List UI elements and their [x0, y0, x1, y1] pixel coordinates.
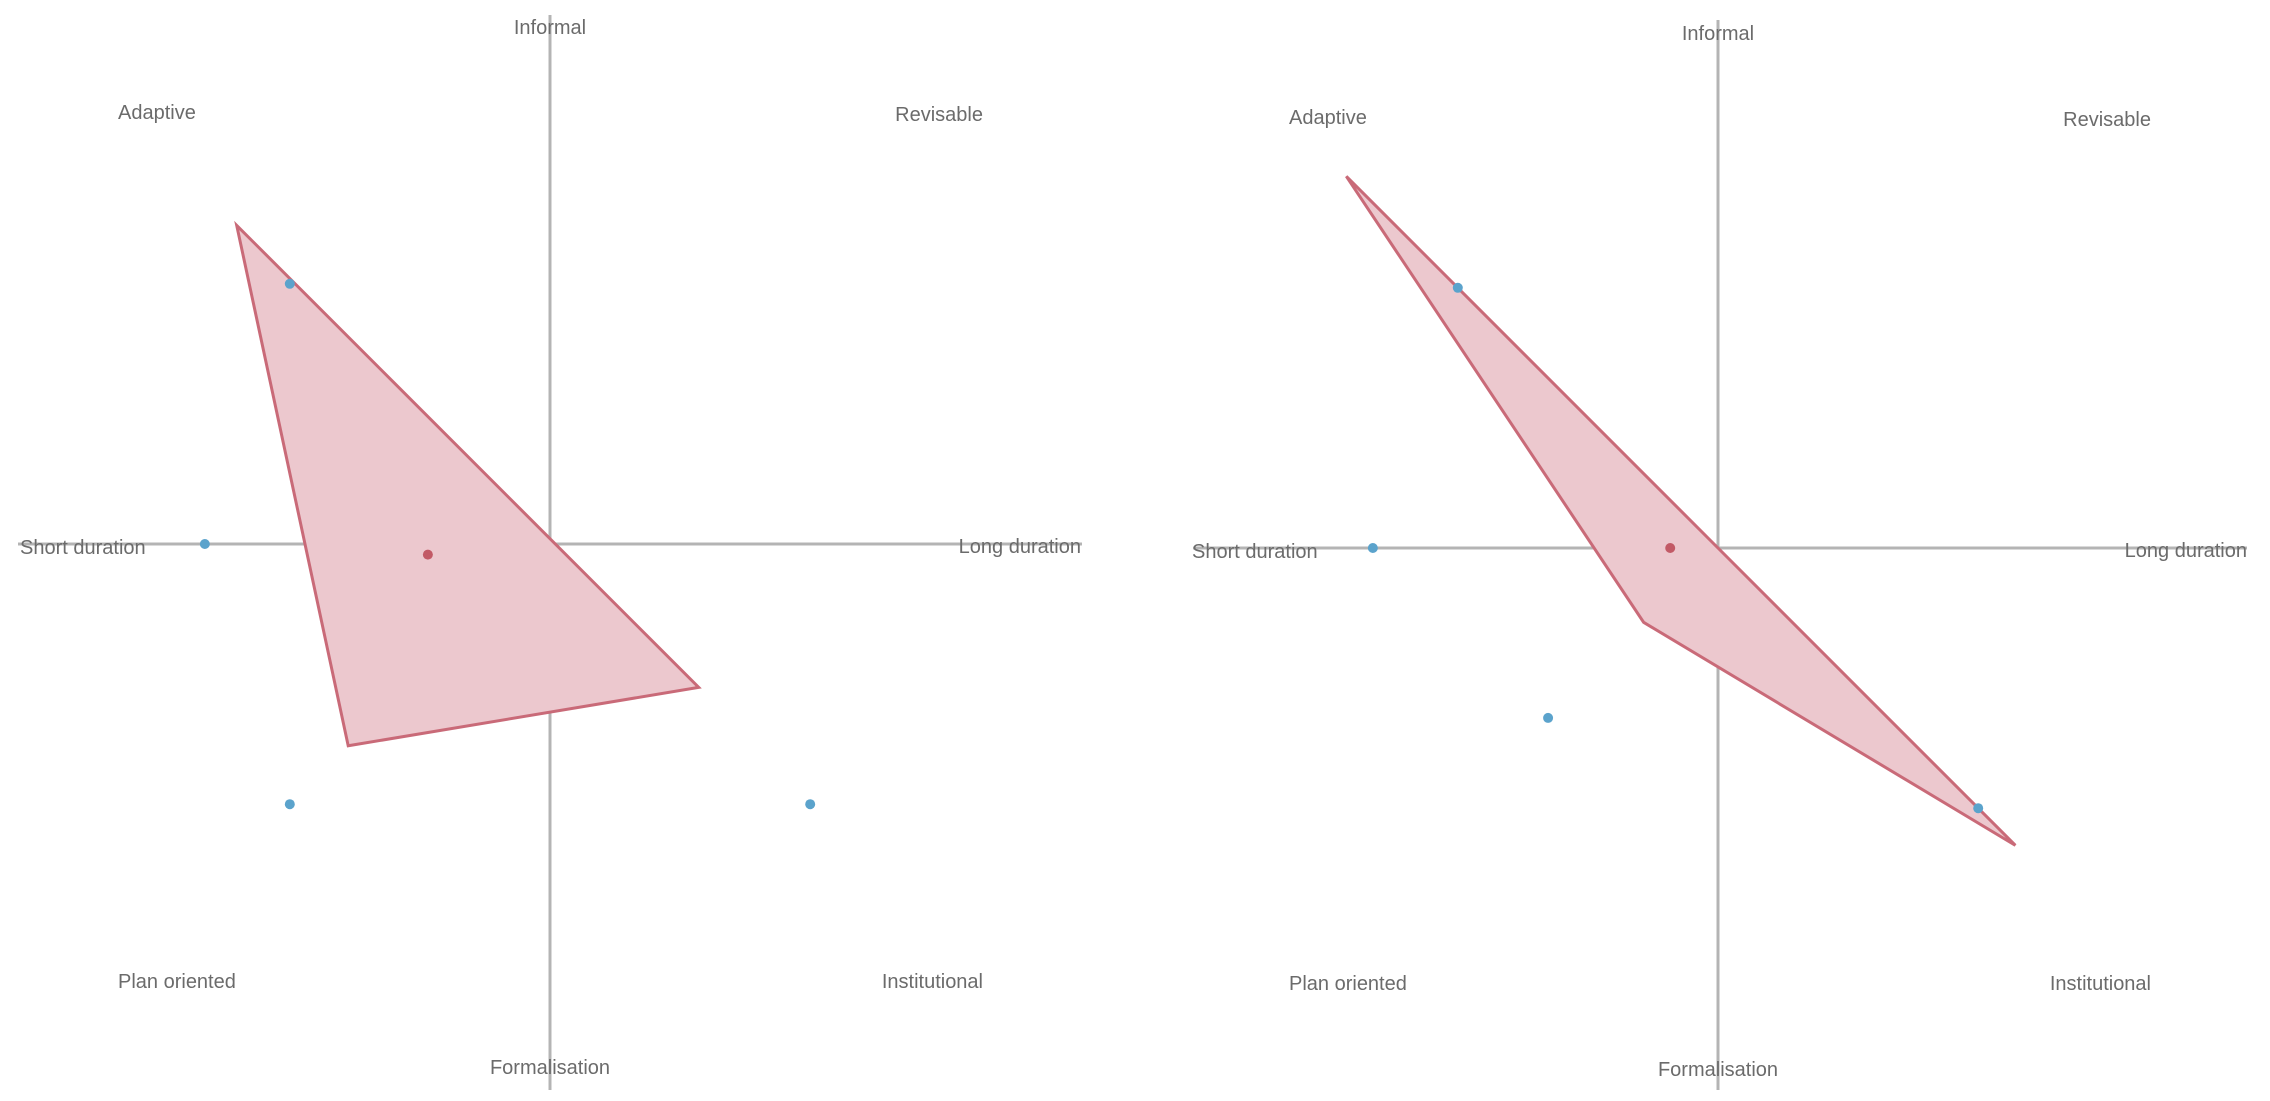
blue-points [199, 278, 816, 810]
label-top: Informal [514, 17, 586, 39]
label-right: Long duration [2125, 540, 2247, 562]
centroid-point [422, 549, 433, 560]
blue-point-1 [1452, 282, 1463, 293]
label-bottom: Formalisation [490, 1057, 610, 1079]
label-top-right: Revisable [2063, 109, 2151, 131]
label-bottom-right: Institutional [882, 971, 983, 993]
label-bottom-left: Plan oriented [118, 971, 236, 993]
label-top-left: Adaptive [1289, 107, 1367, 129]
blue-point-4 [805, 799, 816, 810]
blue-points [1367, 282, 1984, 814]
blue-point-3 [284, 799, 295, 810]
label-left: Short duration [1192, 541, 1318, 563]
blue-point-3 [1543, 712, 1554, 723]
label-right: Long duration [959, 536, 1081, 558]
radar-panel-left: Informal Formalisation Short duration Lo… [18, 15, 1082, 1090]
label-bottom-right: Institutional [2050, 973, 2151, 995]
blue-point-1 [284, 278, 295, 289]
radar-panel-right: Informal Formalisation Short duration Lo… [1192, 20, 2247, 1090]
blue-point-2 [1367, 543, 1378, 553]
profile-polygon [1345, 175, 2017, 847]
label-left: Short duration [20, 537, 146, 559]
profile-polygon [234, 220, 702, 748]
blue-point-2 [199, 539, 210, 549]
label-top-right: Revisable [895, 104, 983, 126]
label-top: Informal [1682, 23, 1754, 45]
centroid-point [1665, 543, 1676, 553]
blue-point-4 [1973, 803, 1984, 814]
label-bottom: Formalisation [1658, 1059, 1778, 1081]
label-top-left: Adaptive [118, 102, 196, 124]
label-bottom-left: Plan oriented [1289, 973, 1407, 995]
